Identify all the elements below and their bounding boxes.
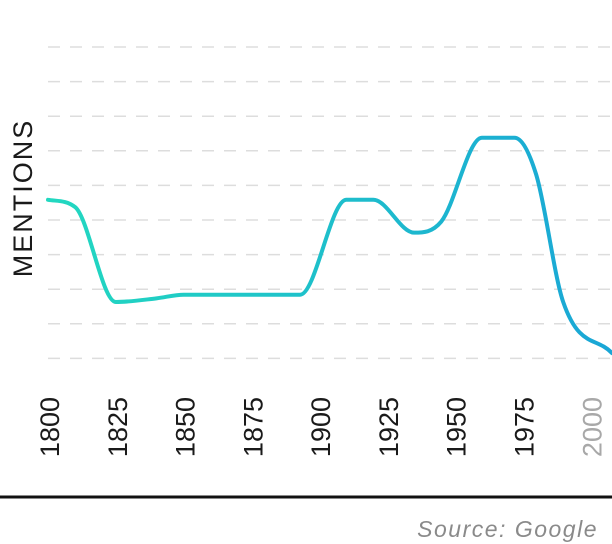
x-tick-label: 2000 <box>577 397 607 457</box>
x-tick-label: 1825 <box>103 397 133 457</box>
x-tick-label: 1800 <box>35 397 65 457</box>
source-label: Source: Google <box>417 516 598 542</box>
x-tick-label: 1950 <box>442 397 472 457</box>
y-axis-title: MENTIONS <box>8 119 38 278</box>
x-tick-label: 1925 <box>374 397 404 457</box>
x-tick-label: 1975 <box>510 397 540 457</box>
grid-lines <box>48 46 612 360</box>
series-line <box>46 135 612 356</box>
x-tick-label: 1850 <box>171 397 201 457</box>
x-tick-label: 1875 <box>238 397 268 457</box>
x-axis-tick-labels: 1800 1825 1850 1875 1900 1925 1950 1975 2000 <box>35 397 607 457</box>
x-tick-label: 1900 <box>306 397 336 457</box>
